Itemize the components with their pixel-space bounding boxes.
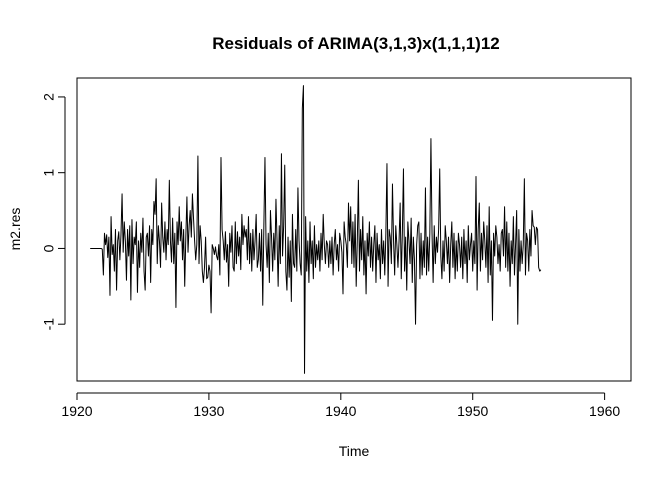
y-tick-label: 1 [41,169,57,177]
y-axis-label: m2.res [7,208,23,251]
x-tick-label: 1920 [61,403,92,419]
x-tick-label: 1950 [457,403,488,419]
chart-title: Residuals of ARIMA(3,1,3)x(1,1,1)12 [212,34,500,53]
plot-frame [76,77,632,382]
y-axis: -1 0 1 2 [41,93,66,331]
x-tick-label: 1940 [325,403,356,419]
residual-series-line [90,85,542,374]
x-axis-label: Time [339,443,370,459]
x-axis: 1920 1930 1940 1950 1960 [61,392,620,419]
x-tick-label: 1960 [589,403,620,419]
y-tick-label: -1 [41,318,57,331]
y-tick-label: 2 [41,93,57,101]
x-tick-label: 1930 [193,403,224,419]
y-tick-label: 0 [41,244,57,252]
